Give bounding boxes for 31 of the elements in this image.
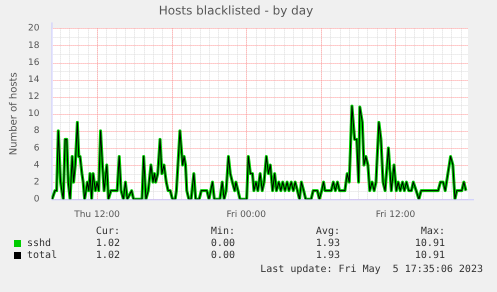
y-tick-label: 0	[34, 194, 40, 205]
text: Last update: Fri May 5 17:35:06 2023	[260, 264, 483, 275]
text: Avg:	[314, 226, 340, 237]
text: Min:	[210, 226, 235, 237]
y-tick-label: 18	[28, 40, 40, 51]
y-tick-label: 10	[28, 109, 40, 120]
legend-label: total	[27, 250, 58, 261]
y-axis-title: Number of hosts	[8, 72, 20, 156]
y-tick-label: 2	[34, 177, 40, 188]
text: 1.93	[314, 238, 340, 249]
text: 10.91	[414, 238, 445, 249]
text: 0.00	[210, 238, 235, 249]
y-tick-label: 14	[28, 74, 40, 85]
y-tick-label: 4	[34, 160, 40, 170]
y-tick-label: 16	[28, 58, 40, 68]
text: 1.93	[314, 250, 340, 261]
text: 0.00	[210, 250, 235, 261]
x-tick-label: Thu 12:00	[73, 210, 120, 220]
y-tick-label: 12	[28, 92, 40, 102]
text: 10.91	[414, 250, 445, 261]
y-tick-label: 20	[28, 24, 40, 34]
x-tick-label: Fri 00:00	[226, 210, 266, 220]
chart-title: Hosts blacklisted - by day	[158, 3, 314, 18]
x-tick-label: Fri 12:00	[376, 210, 416, 220]
y-tick-label: 6	[34, 143, 40, 154]
y-tick-label: 8	[34, 126, 40, 136]
text: Cur:	[94, 226, 120, 237]
legend-label: sshd	[27, 238, 52, 249]
text: 1.02	[96, 250, 120, 261]
text: 1.02	[94, 238, 120, 249]
text: Max:	[420, 226, 445, 237]
